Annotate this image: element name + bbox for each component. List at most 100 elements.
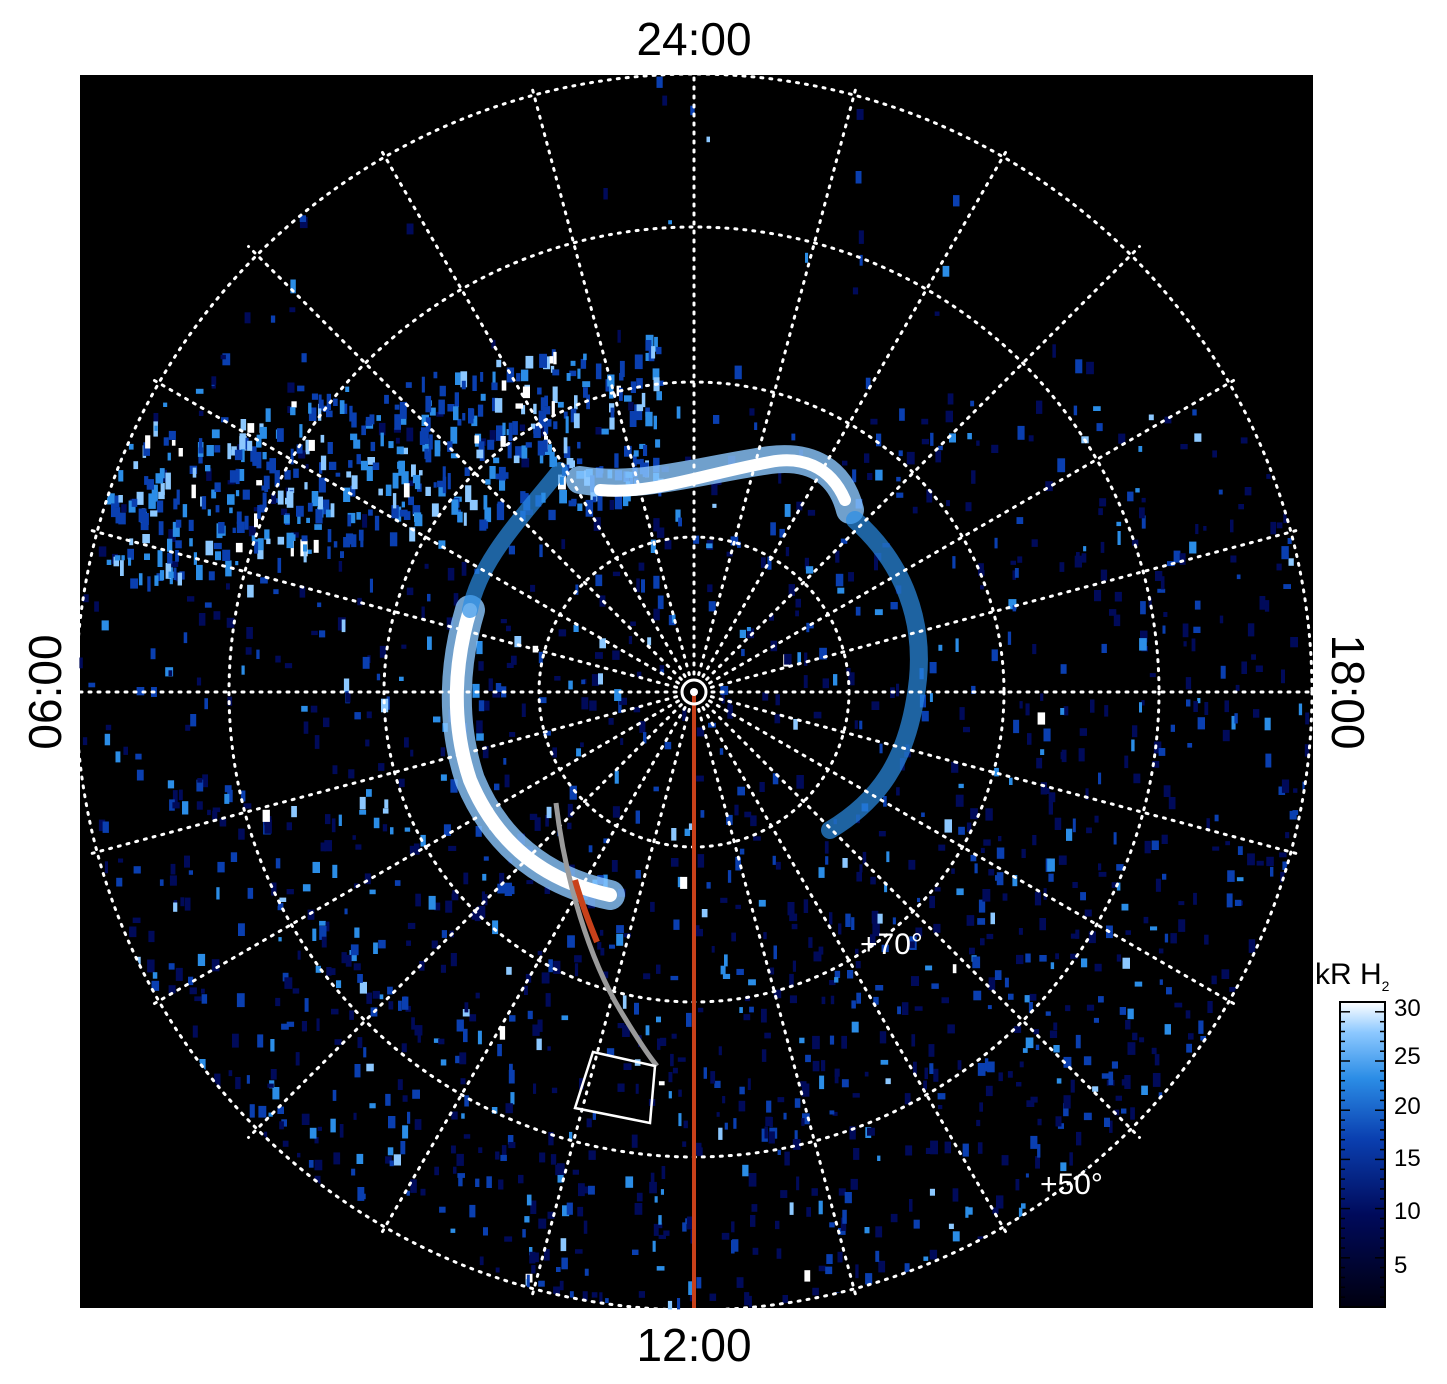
emission-pixel [260, 577, 268, 584]
emission-pixel [1150, 926, 1158, 931]
emission-pixel [696, 775, 704, 782]
emission-pixel [980, 585, 984, 590]
emission-pixel [859, 864, 863, 873]
emission-pixel [737, 786, 745, 796]
emission-pixel [244, 515, 249, 530]
emission-pixel [349, 950, 357, 962]
emission-pixel [507, 1135, 514, 1145]
emission-pixel [806, 622, 810, 633]
emission-pixel [724, 1122, 728, 1130]
emission-pixel [712, 503, 717, 508]
emission-pixel [240, 419, 247, 431]
emission-pixel [1222, 729, 1230, 742]
emission-pixel [782, 1295, 788, 1304]
emission-pixel [560, 1238, 567, 1252]
emission-pixel [351, 412, 357, 428]
emission-pixel [301, 353, 307, 363]
emission-pixel [351, 475, 358, 490]
emission-pixel [222, 353, 231, 366]
emission-pixel [982, 889, 991, 902]
emission-pixel [1186, 699, 1191, 707]
emission-pixel [549, 356, 554, 364]
local-time-label-left: 06:00 [19, 634, 71, 750]
emission-pixel [236, 521, 245, 533]
emission-pixel [976, 440, 980, 446]
emission-pixel [259, 504, 265, 513]
emission-pixel [105, 724, 112, 731]
emission-pixel [731, 1240, 735, 1254]
emission-pixel [1021, 848, 1026, 858]
emission-pixel [576, 458, 583, 465]
emission-pixel [279, 1121, 284, 1130]
emission-pixel [796, 1176, 800, 1191]
emission-pixel [636, 404, 644, 412]
emission-pixel [653, 518, 660, 532]
emission-pixel [552, 369, 560, 376]
emission-pixel [987, 1005, 992, 1010]
emission-pixel [198, 410, 204, 416]
emission-pixel [938, 844, 946, 851]
emission-pixel [597, 363, 602, 370]
latitude-label-50: +50° [1040, 1168, 1103, 1201]
emission-pixel [749, 408, 755, 416]
emission-pixel [464, 1095, 469, 1107]
emission-pixel [653, 457, 660, 473]
emission-pixel [1226, 893, 1233, 908]
emission-pixel [641, 392, 646, 408]
emission-pixel [1075, 1034, 1081, 1049]
emission-pixel [562, 1205, 570, 1217]
emission-pixel [318, 403, 322, 421]
emission-pixel [655, 439, 661, 448]
emission-pixel [537, 387, 542, 395]
emission-pixel [898, 450, 903, 457]
emission-pixel [838, 923, 842, 935]
emission-pixel [1060, 1162, 1067, 1172]
emission-pixel [1212, 450, 1217, 458]
emission-pixel [1111, 882, 1119, 888]
emission-pixel [750, 1215, 756, 1227]
emission-pixel [840, 538, 848, 544]
emission-pixel [653, 1223, 659, 1236]
emission-pixel [533, 1083, 537, 1094]
emission-pixel [201, 496, 207, 510]
emission-pixel [746, 627, 751, 632]
emission-pixel [926, 489, 933, 503]
emission-pixel [491, 382, 498, 391]
emission-pixel [167, 552, 173, 564]
emission-pixel [609, 500, 614, 510]
emission-pixel [365, 739, 370, 747]
emission-pixel [226, 617, 235, 628]
emission-pixel [357, 1037, 363, 1049]
emission-pixel [573, 413, 580, 429]
emission-pixel [570, 408, 577, 423]
emission-pixel [420, 834, 426, 847]
emission-pixel [1060, 664, 1067, 674]
emission-pixel [478, 700, 485, 712]
emission-pixel [1076, 1131, 1082, 1146]
emission-pixel [523, 493, 529, 499]
emission-pixel [775, 861, 781, 870]
emission-pixel [972, 956, 981, 969]
emission-pixel [235, 490, 240, 497]
emission-pixel [270, 1069, 277, 1080]
emission-pixel [349, 405, 353, 422]
emission-pixel [442, 466, 446, 481]
emission-pixel [1164, 933, 1169, 943]
emission-pixel [364, 873, 371, 885]
emission-pixel [368, 509, 373, 516]
emission-pixel [980, 847, 985, 853]
emission-pixel [743, 1014, 751, 1021]
emission-pixel [897, 1006, 901, 1015]
emission-pixel [673, 919, 680, 930]
emission-pixel [874, 558, 878, 571]
emission-pixel [262, 452, 267, 460]
emission-pixel [1075, 929, 1080, 939]
emission-pixel [658, 1081, 665, 1086]
emission-pixel [1179, 553, 1186, 565]
emission-pixel [275, 858, 281, 869]
emission-pixel [773, 989, 782, 999]
emission-pixel [219, 818, 227, 827]
emission-pixel [1008, 993, 1014, 1000]
emission-pixel [1132, 725, 1138, 738]
emission-pixel [185, 724, 191, 731]
